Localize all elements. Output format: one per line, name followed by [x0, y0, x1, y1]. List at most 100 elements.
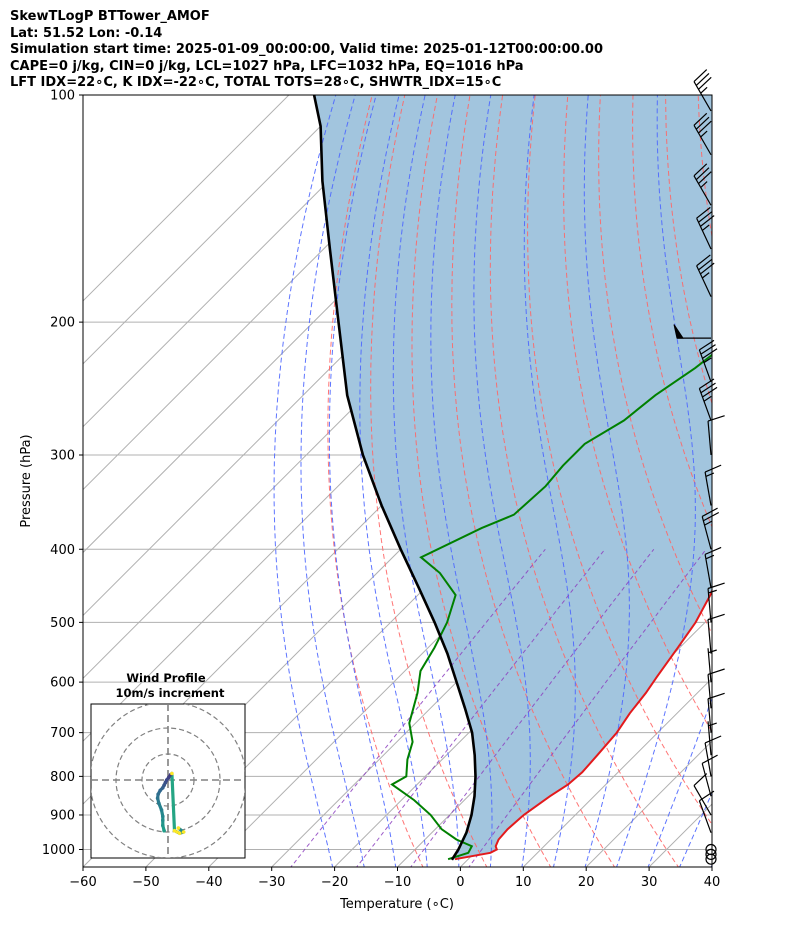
hodograph-point: [161, 814, 165, 819]
wind-barb-full: [701, 507, 718, 517]
hodograph-point: [164, 778, 169, 782]
wind-barb-shaft: [696, 217, 712, 250]
wind-barb-half: [705, 472, 715, 477]
moist-adiabat-line: [523, 95, 576, 867]
dry-adiabat-line: [327, 95, 424, 867]
y-tick-label: 400: [50, 543, 75, 558]
wind-barb-full: [698, 171, 712, 185]
wind-barb-shaft: [693, 81, 712, 112]
wind-barb: [704, 735, 722, 777]
x-axis-label: Temperature (∘C): [339, 897, 454, 912]
y-tick-label: 300: [50, 448, 75, 463]
wind-barb-shaft: [693, 175, 712, 206]
wind-barb: [693, 773, 712, 816]
wind-barb-full: [700, 382, 716, 394]
wind-barb: [693, 69, 712, 112]
isotherm-line: [773, 78, 794, 868]
wind-barb-shaft: [696, 265, 712, 297]
isotherm-line: [83, 95, 416, 428]
wind-barb-shaft: [707, 674, 712, 709]
wind-barb: [701, 754, 718, 797]
x-tick-label: −50: [132, 875, 159, 890]
wind-barb-full: [698, 120, 712, 134]
wind-barb-shaft: [707, 619, 712, 654]
moist-adiabats-layer: [273, 95, 712, 867]
wind-barb: [701, 507, 720, 550]
wind-barb-full: [704, 735, 722, 744]
hodograph-point: [166, 775, 171, 780]
wind-barb-full: [693, 112, 708, 126]
wind-barb: [705, 848, 717, 860]
header-line-5: LFT IDX=22∘C, K IDX=-22∘C, TOTAL TOTS=28…: [10, 75, 502, 90]
isotherm-line: [522, 677, 712, 867]
moist-adiabat-line: [300, 95, 365, 867]
wind-barb-shaft: [693, 785, 712, 816]
x-tick-label: −20: [321, 875, 348, 890]
wind-barb-shaft: [701, 763, 712, 797]
y-tick-label: 200: [50, 316, 75, 331]
moist-adiabat-line: [359, 95, 428, 867]
wind-barb-half: [700, 181, 708, 188]
wind-barb-full: [695, 167, 710, 181]
hodograph-point: [159, 808, 164, 812]
header-line-2: Lat: 51.52 Lon: -0.14: [10, 25, 163, 41]
wind-barb-half: [708, 649, 717, 654]
hodograph-point: [156, 792, 160, 797]
wind-barb-calm: [705, 843, 717, 856]
x-tick-label: −30: [258, 875, 285, 890]
hodograph-point: [158, 788, 162, 793]
wind-barb-full: [693, 163, 708, 177]
y-tick-label: 600: [50, 676, 75, 691]
wind-barb-shaft: [704, 742, 712, 777]
wind-barb-half: [701, 224, 710, 231]
wind-barb-full: [698, 258, 713, 271]
wind-barb-half: [700, 86, 708, 94]
y-tick-label: 800: [50, 770, 75, 785]
hodograph-point: [170, 771, 174, 776]
wind-barb: [673, 324, 711, 339]
dewpoint-line: [390, 353, 712, 861]
dry-adiabat-line: [527, 95, 712, 826]
moist-adiabat-line: [273, 95, 337, 867]
wind-barb-half: [708, 589, 717, 594]
inset-plot-area: [91, 704, 245, 858]
dry-adiabat-line: [411, 95, 552, 867]
mixing-ratio-line: [468, 548, 707, 867]
wind-barb-half: [703, 395, 712, 402]
dry-adiabat-line: [598, 95, 712, 635]
y-tick-label: 700: [50, 726, 75, 741]
isotherm-line: [83, 95, 353, 365]
wind-barb: [704, 546, 722, 588]
axis-ticks-layer: −60 −50 −40 −30 −20 −10 0 10 20 30 40 100 200 300 400 5…: [42, 89, 720, 891]
wind-barb: [705, 843, 717, 856]
header-line-1: SkewTLogP BTTower_AMOF: [10, 9, 210, 24]
wind-barb-shaft: [707, 421, 712, 456]
wind-barb-flag: [673, 324, 684, 339]
wind-barb-shaft: [704, 554, 712, 588]
y-axis-label: Pressure (hPa): [19, 434, 34, 527]
dry-adiabat-line: [451, 95, 616, 867]
wind-barb-full: [703, 511, 720, 522]
x-tick-label: −60: [69, 875, 96, 890]
wind-barb-full: [695, 73, 710, 86]
hodograph-point: [161, 823, 165, 828]
wind-barb-shaft: [707, 698, 712, 733]
hodograph-point: [162, 828, 166, 833]
dry-adiabat-line: [762, 78, 794, 868]
wind-barb-half: [705, 554, 715, 560]
inset-subtitle: 10m/s increment: [116, 686, 225, 700]
wind-barb-full: [702, 348, 718, 359]
moist-adiabat-line: [430, 95, 493, 867]
wind-barb-full: [700, 344, 716, 355]
x-tick-label: −10: [384, 875, 411, 890]
wind-barb-half: [701, 272, 710, 279]
wind-profile-inset: Wind Profile 10m/s increment: [90, 671, 246, 859]
hodograph-point: [177, 831, 182, 836]
wind-barb-half: [704, 520, 713, 526]
moist-adiabat-line: [328, 95, 397, 867]
wind-barb-shaft: [707, 721, 712, 756]
dry-adiabat-line: [563, 95, 712, 733]
mixing-ratio-line: [290, 548, 546, 867]
isotherm-line: [711, 866, 712, 867]
wind-barb-full: [707, 692, 725, 700]
